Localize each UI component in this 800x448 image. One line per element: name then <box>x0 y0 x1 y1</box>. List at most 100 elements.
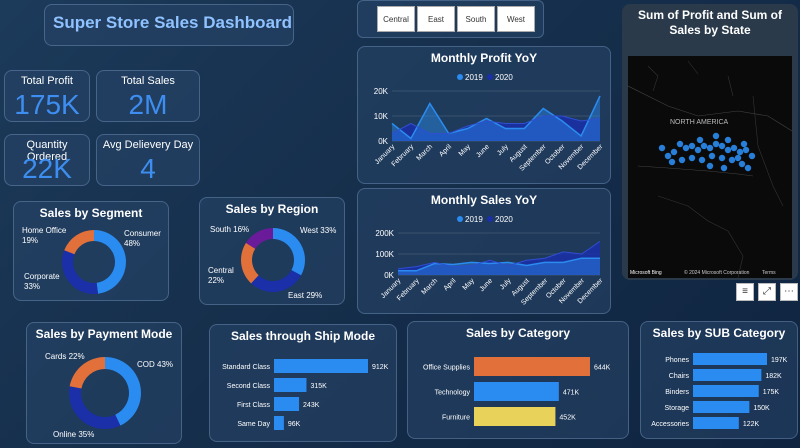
legend-label: 2020 <box>495 215 513 224</box>
series-2020-line <box>391 115 601 134</box>
bar <box>693 353 767 365</box>
kpi-value: 175K <box>14 89 80 120</box>
bar-data-label: 471K <box>563 390 580 397</box>
kpi-total-profit: Total Profit 175K <box>4 70 90 122</box>
state-bubble <box>696 136 704 144</box>
focus-icon[interactable]: ⤢ <box>758 283 776 301</box>
payment-card: Sales by Payment Mode COD 43% Online 35% C… <box>26 322 182 444</box>
x-tick-label: June <box>479 277 495 293</box>
state-bubbles <box>658 132 756 172</box>
state-bubble <box>678 156 686 164</box>
bar-data-label: 452K <box>559 415 576 422</box>
series-2019-line <box>391 95 601 140</box>
chart-title: Sales by Payment Mode <box>35 327 173 341</box>
bar-data-label: 644K <box>594 365 611 372</box>
x-tick-label: March <box>420 277 439 296</box>
kpi-label: Total Sales <box>121 75 175 87</box>
series-2019-area <box>392 96 600 141</box>
chart-title: Sales by SUB Category <box>652 326 786 340</box>
bar-category-label: Accessories <box>651 421 689 428</box>
sub-category-bars: Phones 197K Chairs 182K Binders 175K Storage 15… <box>651 353 788 429</box>
legend-label: 2020 <box>495 73 513 82</box>
donut-slice-online <box>69 386 121 429</box>
chart-title: Sales through Ship Mode <box>230 329 375 343</box>
donut-data-label: Central <box>208 266 234 275</box>
donut-slice-south <box>245 228 273 249</box>
chart-title: Sales by Region <box>225 202 319 216</box>
kpi-value: 2M <box>128 89 168 120</box>
kpi-label: Avg Delievery Day <box>102 139 194 151</box>
map-canvas[interactable]: NORTH AMERICA Microsoft Bing © 2024 Micr… <box>627 56 793 279</box>
bar-data-label: 912K <box>372 364 389 371</box>
series-2020-line <box>397 240 601 270</box>
state-bubble <box>698 156 706 164</box>
map-attribution: © 2024 Microsoft Corporation <box>684 269 750 276</box>
state-bubble <box>676 140 684 148</box>
donut-data-label: COD 43% <box>137 360 173 369</box>
chart-title: Monthly Sales YoY <box>430 193 538 207</box>
bar-data-label: 197K <box>771 357 788 364</box>
state-bubble <box>658 144 666 152</box>
state-bubble <box>718 142 726 150</box>
slicer-central[interactable]: Central <box>377 6 415 32</box>
bar-data-label: 175K <box>763 389 780 396</box>
x-tick-label: July <box>499 277 513 291</box>
slicer-west[interactable]: West <box>497 6 535 32</box>
map-region-label: NORTH AMERICA <box>670 119 729 126</box>
x-tick-label: April <box>438 143 453 158</box>
bar <box>474 357 590 376</box>
category-bars: Office Supplies 644K Technology 471K Furnitu… <box>423 357 611 426</box>
region-card: Sales by Region West 33% East 29% Central 2… <box>199 197 345 305</box>
donut-data-label: Consumer <box>124 229 161 238</box>
donut-data-label: West 33% <box>300 226 336 235</box>
donut-slice-east <box>251 270 302 292</box>
bar-data-label: 122K <box>743 421 760 428</box>
slicer-south[interactable]: South <box>457 6 495 32</box>
bar-category-label: Storage <box>664 405 689 412</box>
series-2020-area <box>392 116 600 141</box>
x-tick-label: May <box>462 277 477 292</box>
bar <box>693 417 739 429</box>
donut-data-label: 48% <box>124 239 140 248</box>
more-icon[interactable]: ⋯ <box>780 283 798 301</box>
map-terms-link[interactable]: Terms <box>762 270 776 276</box>
bar-category-label: Same Day <box>237 421 270 428</box>
y-tick-label: 10K <box>374 112 389 121</box>
map-svg: NORTH AMERICA Microsoft Bing © 2024 Micr… <box>627 60 793 279</box>
donut-data-label: 33% <box>24 282 40 291</box>
x-tick-label: June <box>475 143 491 159</box>
kpi-label: Quantity Ordered <box>26 139 68 163</box>
bar <box>274 397 300 411</box>
donut-data-label: 19% <box>22 236 38 245</box>
y-tick-label: 20K <box>374 87 389 96</box>
state-bubble <box>724 136 732 144</box>
bar-category-label: Furniture <box>442 415 470 422</box>
state-bubble <box>724 146 732 154</box>
kpi-value: 4 <box>140 153 156 184</box>
state-bubble <box>682 144 690 152</box>
ship-mode-card: Sales through Ship Mode Standard Class 91… <box>209 324 397 442</box>
kpi-total-sales: Total Sales 2M <box>96 70 200 122</box>
bar-category-label: First Class <box>237 402 271 409</box>
kpi-label: Total Profit <box>21 75 73 87</box>
bar-data-label: 315K <box>310 383 327 390</box>
donut-slice-cards <box>69 357 105 389</box>
x-tick-label: May <box>458 143 473 158</box>
filter-icon[interactable]: ≡ <box>736 283 754 301</box>
bar <box>693 385 759 397</box>
bar-category-label: Technology <box>435 390 471 397</box>
donut-slice-home-office <box>64 230 94 255</box>
state-bubble <box>694 146 702 154</box>
slicer-east[interactable]: East <box>417 6 455 32</box>
state-bubble <box>700 142 708 150</box>
legend-marker <box>487 74 493 80</box>
bar-category-label: Binders <box>665 389 689 396</box>
category-card: Sales by Category Office Supplies 644K Tec… <box>407 321 629 439</box>
bar <box>274 416 284 430</box>
state-bubble <box>720 164 728 172</box>
state-map-card: Sum of Profit and Sum of Sales by State … <box>622 4 798 280</box>
state-bubble <box>734 154 742 162</box>
dashboard-title: Super Store Sales Dashboard <box>53 13 293 32</box>
